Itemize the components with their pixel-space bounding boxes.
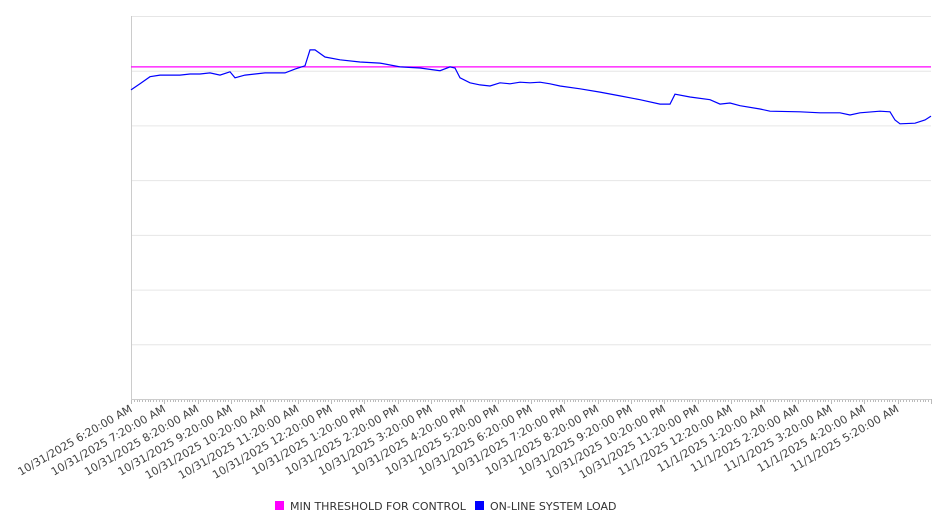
gridlines <box>131 16 931 346</box>
legend-swatch-threshold <box>275 501 284 510</box>
legend-swatch-load <box>475 501 484 510</box>
legend-label-threshold[interactable]: MIN THRESHOLD FOR CONTROL <box>290 500 467 513</box>
series-lines <box>130 49 932 125</box>
legend: MIN THRESHOLD FOR CONTROL ON-LINE SYSTEM… <box>275 500 616 513</box>
series-line-system-load <box>130 49 932 125</box>
legend-label-load[interactable]: ON-LINE SYSTEM LOAD <box>490 500 616 513</box>
